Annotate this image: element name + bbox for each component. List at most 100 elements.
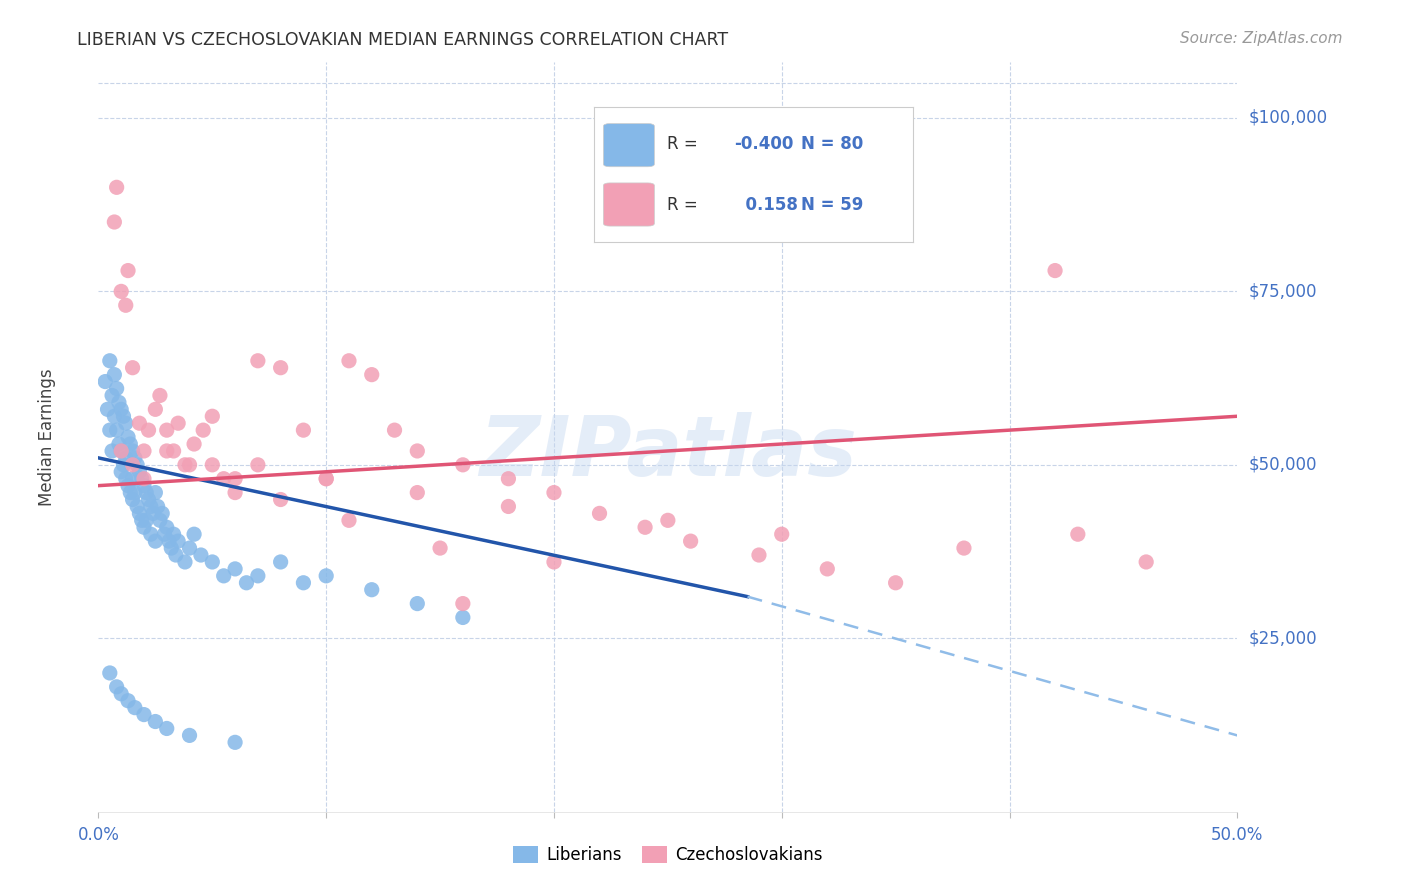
Point <box>167 416 190 430</box>
Point <box>105 180 128 194</box>
Text: Source: ZipAtlas.com: Source: ZipAtlas.com <box>1180 31 1343 46</box>
Point <box>224 562 246 576</box>
Point <box>142 507 165 521</box>
Point <box>153 527 176 541</box>
Point <box>114 472 136 486</box>
Point <box>162 527 184 541</box>
Point <box>121 444 143 458</box>
Point <box>108 437 131 451</box>
Point <box>149 388 172 402</box>
Point <box>451 610 474 624</box>
Point <box>117 430 139 444</box>
Point <box>127 500 149 514</box>
Point <box>103 368 125 382</box>
Point <box>451 458 474 472</box>
Point <box>406 444 429 458</box>
Point <box>160 541 183 555</box>
Point <box>121 458 143 472</box>
Point <box>156 444 179 458</box>
Point <box>498 500 520 514</box>
Point <box>124 485 146 500</box>
Text: Median Earnings: Median Earnings <box>38 368 56 506</box>
Point <box>117 263 139 277</box>
Point <box>770 527 793 541</box>
Point <box>110 465 132 479</box>
Point <box>406 485 429 500</box>
Point <box>110 285 132 299</box>
Point <box>162 444 184 458</box>
Point <box>146 500 169 514</box>
Point <box>121 360 143 375</box>
Point <box>270 492 292 507</box>
Point <box>124 700 146 714</box>
Point <box>953 541 976 555</box>
Point <box>174 555 197 569</box>
Point <box>292 575 315 590</box>
Point <box>145 534 167 549</box>
Point <box>193 423 215 437</box>
Point <box>174 458 197 472</box>
Text: $25,000: $25,000 <box>1249 629 1317 648</box>
Point <box>139 527 162 541</box>
Point <box>201 409 224 424</box>
Point <box>157 534 180 549</box>
Point <box>132 472 155 486</box>
Point <box>120 485 142 500</box>
Point <box>149 513 172 527</box>
Text: $50,000: $50,000 <box>1249 456 1317 474</box>
Point <box>105 680 128 694</box>
Point <box>179 458 201 472</box>
Point <box>679 534 702 549</box>
Point <box>201 555 224 569</box>
Point <box>139 500 162 514</box>
Point <box>110 687 132 701</box>
Point <box>588 507 610 521</box>
Point <box>498 472 520 486</box>
Point <box>815 562 838 576</box>
Point <box>114 298 136 312</box>
Point <box>98 665 121 680</box>
Point <box>224 735 246 749</box>
Point <box>156 520 179 534</box>
Point <box>101 444 124 458</box>
Point <box>337 513 360 527</box>
Point <box>451 597 474 611</box>
Point <box>156 423 179 437</box>
Point <box>103 215 125 229</box>
Point <box>270 360 292 375</box>
Point <box>246 569 269 583</box>
Point <box>270 555 292 569</box>
Point <box>406 597 429 611</box>
Point <box>201 458 224 472</box>
Point <box>179 728 201 742</box>
Point <box>657 513 679 527</box>
Point <box>103 409 125 424</box>
Point <box>1043 263 1066 277</box>
Point <box>1135 555 1157 569</box>
Point <box>167 534 190 549</box>
Point <box>360 368 382 382</box>
Text: $75,000: $75,000 <box>1249 283 1317 301</box>
Point <box>337 353 360 368</box>
Point <box>224 485 246 500</box>
Point <box>246 353 269 368</box>
Point <box>112 409 135 424</box>
Point <box>138 423 160 437</box>
Point <box>315 472 337 486</box>
Point <box>224 472 246 486</box>
Point <box>114 416 136 430</box>
Point <box>108 395 131 409</box>
Text: $100,000: $100,000 <box>1249 109 1327 127</box>
Point <box>117 478 139 492</box>
Point <box>110 444 132 458</box>
Point <box>114 450 136 465</box>
Point <box>121 492 143 507</box>
Point <box>145 485 167 500</box>
Point <box>94 375 117 389</box>
Point <box>165 548 187 562</box>
Point <box>138 492 160 507</box>
Point <box>179 541 201 555</box>
Point <box>429 541 451 555</box>
Point <box>543 555 565 569</box>
Point <box>110 444 132 458</box>
